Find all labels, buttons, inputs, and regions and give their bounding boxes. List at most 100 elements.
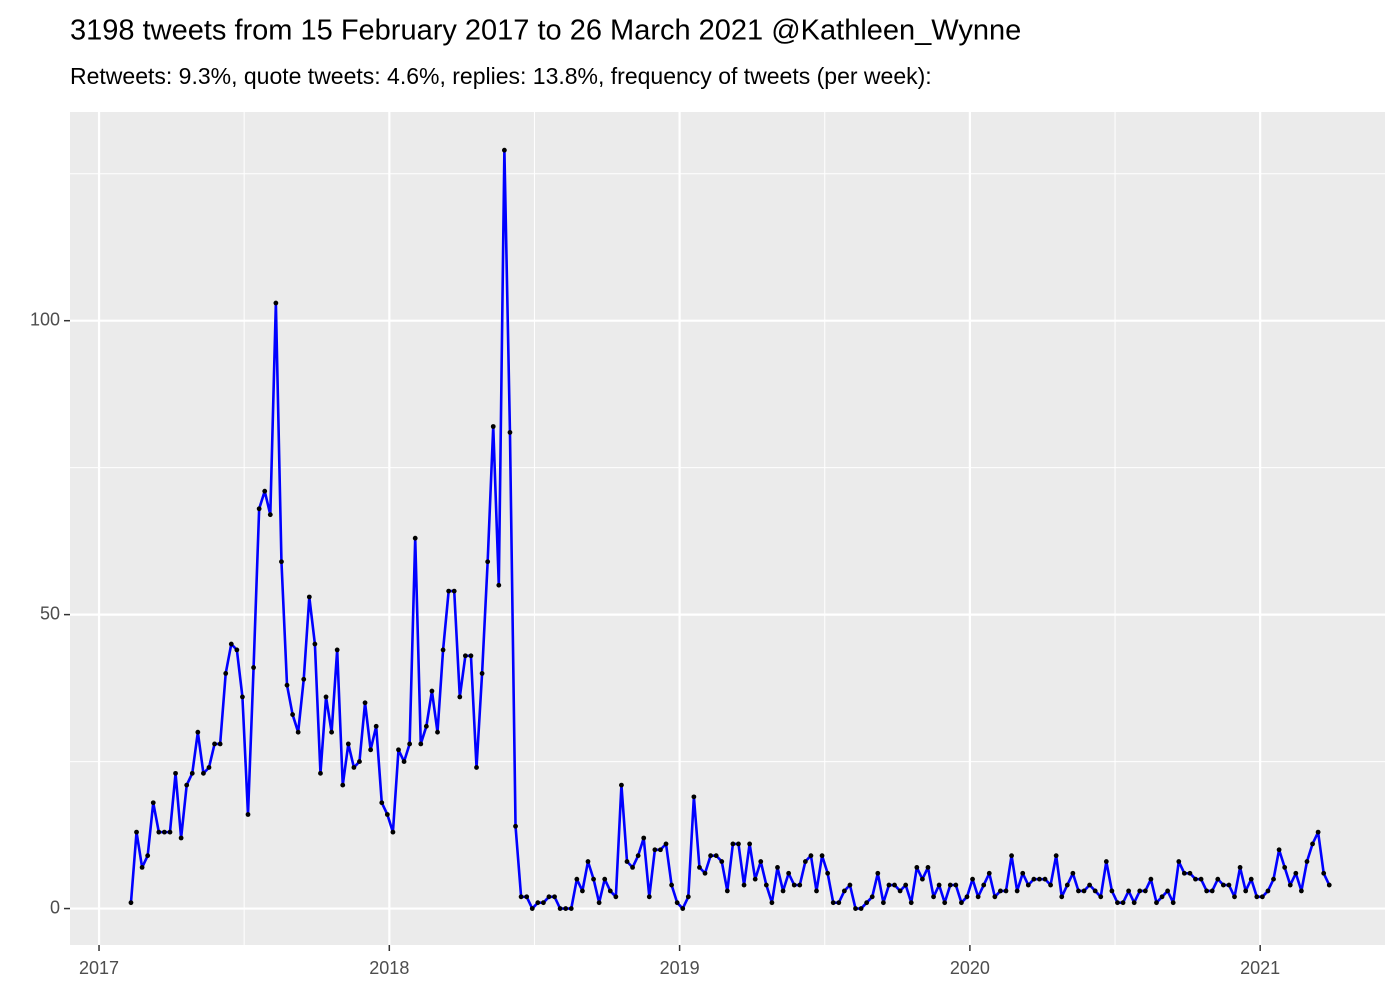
data-point — [462, 653, 468, 659]
data-point — [513, 823, 518, 829]
data-point — [775, 865, 780, 870]
data-point — [819, 853, 825, 859]
data-point — [925, 865, 931, 870]
data-point — [1326, 882, 1332, 888]
data-point — [479, 671, 485, 676]
data-point — [1237, 865, 1243, 870]
data-point — [602, 876, 608, 882]
data-point — [619, 782, 624, 788]
data-point — [730, 841, 736, 847]
data-point — [864, 900, 870, 906]
data-point — [401, 759, 407, 764]
data-point — [1137, 888, 1143, 894]
data-point — [1076, 888, 1081, 894]
data-point — [892, 882, 897, 888]
x-tick-label: 2020 — [950, 958, 990, 978]
data-point — [624, 859, 630, 864]
data-point — [217, 741, 223, 747]
data-point — [1142, 888, 1148, 894]
data-point — [262, 488, 268, 494]
data-point — [1037, 876, 1042, 882]
data-point — [808, 853, 814, 859]
data-point — [858, 906, 864, 911]
data-point — [195, 729, 201, 735]
data-point — [1176, 859, 1182, 864]
data-point — [357, 759, 362, 764]
data-point — [256, 506, 262, 512]
data-point — [379, 800, 385, 806]
data-point — [607, 888, 613, 894]
data-point — [591, 876, 596, 882]
data-point — [557, 906, 563, 911]
data-point — [919, 876, 925, 882]
data-point — [1310, 841, 1315, 847]
data-point — [747, 841, 753, 847]
data-point — [886, 882, 892, 888]
data-point — [368, 747, 374, 753]
data-point — [206, 765, 212, 770]
data-point — [953, 882, 959, 888]
data-point — [1031, 876, 1037, 882]
data-point — [228, 641, 234, 647]
data-point — [474, 765, 479, 770]
data-point — [814, 888, 819, 894]
data-point — [128, 900, 134, 906]
y-tick-label: 0 — [50, 897, 60, 917]
data-point — [992, 894, 998, 900]
data-point — [273, 300, 279, 306]
data-point — [156, 829, 162, 835]
data-point — [1193, 876, 1198, 882]
data-point — [552, 894, 557, 900]
data-point — [1321, 870, 1327, 876]
data-point — [468, 653, 474, 659]
data-point — [836, 900, 842, 906]
data-point — [267, 512, 273, 518]
data-point — [663, 841, 669, 847]
data-point — [212, 741, 217, 747]
data-point — [847, 882, 853, 888]
data-point — [485, 559, 491, 565]
data-point — [134, 829, 139, 835]
data-point — [875, 870, 881, 876]
data-point — [240, 694, 245, 700]
data-point — [802, 859, 808, 864]
data-point — [780, 888, 786, 894]
data-point — [345, 741, 351, 747]
data-point — [1259, 894, 1265, 900]
data-point — [736, 841, 741, 847]
data-point — [384, 812, 390, 817]
data-point — [630, 865, 635, 870]
data-point — [1298, 888, 1304, 894]
data-point — [546, 894, 552, 900]
data-point — [1165, 888, 1171, 894]
data-point — [685, 894, 691, 900]
data-point — [1109, 888, 1115, 894]
data-point — [1098, 894, 1104, 900]
data-point — [139, 865, 145, 870]
x-tick-label: 2021 — [1240, 958, 1280, 978]
data-point — [1148, 876, 1154, 882]
data-point — [167, 829, 173, 835]
data-point — [936, 882, 942, 888]
data-point — [1042, 876, 1048, 882]
data-point — [986, 870, 992, 876]
data-point — [201, 770, 206, 776]
data-point — [173, 770, 178, 776]
data-point — [646, 894, 652, 900]
data-point — [150, 800, 156, 806]
data-point — [1232, 894, 1237, 900]
data-point — [446, 588, 452, 594]
data-point — [251, 665, 256, 670]
data-point — [501, 147, 507, 153]
data-point — [1271, 876, 1276, 882]
data-point — [340, 782, 346, 788]
data-point — [1243, 888, 1249, 894]
plot-panel — [70, 112, 1385, 945]
data-point — [178, 835, 184, 841]
data-point — [563, 906, 569, 911]
plot-layer: 0 50 100 2017 2018 2019 2020 2021 — [30, 112, 1385, 978]
data-point — [1126, 888, 1132, 894]
data-point — [362, 700, 368, 706]
data-point — [351, 765, 357, 770]
